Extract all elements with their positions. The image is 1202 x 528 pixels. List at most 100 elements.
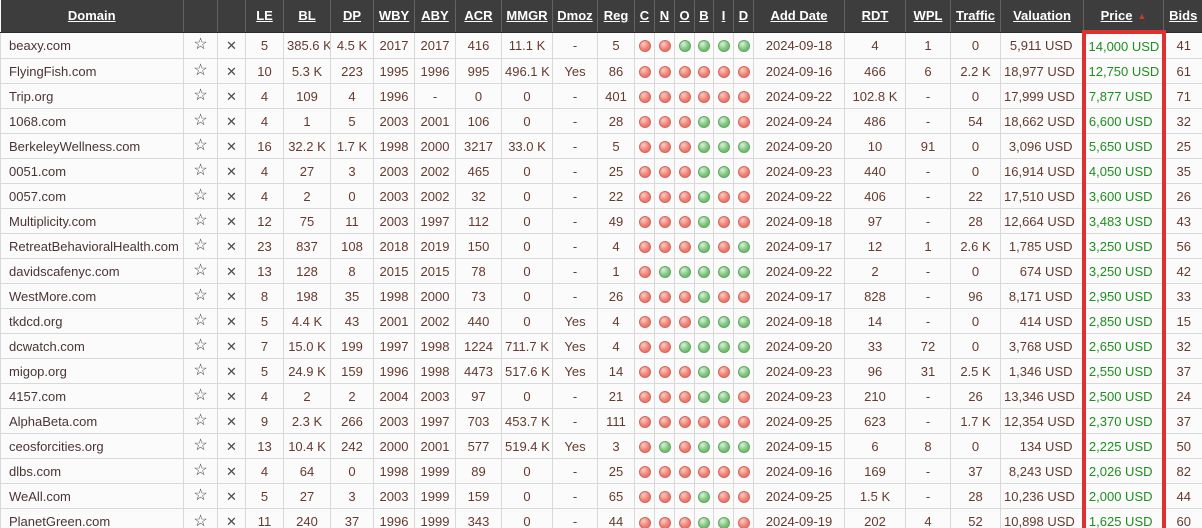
b-flag-cell [694, 283, 714, 309]
remove-icon[interactable]: ✕ [226, 463, 237, 479]
domain-cell[interactable]: tkdcd.org [0, 308, 184, 334]
favorite-star-icon[interactable]: ☆ [193, 362, 208, 379]
header-n[interactable]: N [654, 0, 675, 33]
acr-cell: 0 [455, 83, 502, 109]
mmgr-cell: 11.1 K [501, 31, 553, 59]
domain-cell[interactable]: ceosforcities.org [0, 433, 184, 459]
favorite-star-icon[interactable]: ☆ [193, 137, 208, 154]
domain-cell[interactable]: 0057.com [0, 183, 184, 209]
header-bids[interactable]: Bids [1163, 0, 1202, 33]
header-d[interactable]: D [733, 0, 754, 33]
domain-cell[interactable]: 1068.com [0, 108, 184, 134]
domain-cell[interactable]: dcwatch.com [0, 333, 184, 359]
dp-cell: 3 [330, 483, 374, 509]
header-traffic[interactable]: Traffic [950, 0, 1001, 33]
domain-cell[interactable]: Trip.org [0, 83, 184, 109]
b-flag-cell [694, 308, 714, 334]
header-price[interactable]: Price ▲ [1083, 0, 1164, 33]
rdt-cell: 406 [844, 183, 906, 209]
header-bl[interactable]: BL [283, 0, 331, 33]
o-flag-cell [674, 233, 695, 259]
remove-cell: ✕ [217, 283, 246, 309]
favorite-star-icon[interactable]: ☆ [193, 87, 208, 104]
remove-icon[interactable]: ✕ [226, 113, 237, 129]
remove-icon[interactable]: ✕ [226, 188, 237, 204]
favorite-star-icon[interactable]: ☆ [193, 62, 208, 79]
favorite-star-icon[interactable]: ☆ [193, 437, 208, 454]
header-mmgr[interactable]: MMGR [501, 0, 553, 33]
remove-icon[interactable]: ✕ [226, 363, 237, 379]
favorite-star-icon[interactable]: ☆ [193, 287, 208, 304]
favorite-star-icon[interactable]: ☆ [193, 187, 208, 204]
domain-cell[interactable]: WestMore.com [0, 283, 184, 309]
remove-icon[interactable]: ✕ [226, 263, 237, 279]
dmoz-cell: - [552, 233, 598, 259]
reg-cell: 5 [597, 133, 635, 159]
remove-cell: ✕ [217, 483, 246, 509]
remove-icon[interactable]: ✕ [226, 238, 237, 254]
remove-icon[interactable]: ✕ [226, 163, 237, 179]
remove-icon[interactable]: ✕ [226, 138, 237, 154]
remove-icon[interactable]: ✕ [226, 338, 237, 354]
favorite-star-icon[interactable]: ☆ [193, 487, 208, 504]
header-dp[interactable]: DP [330, 0, 374, 33]
remove-icon[interactable]: ✕ [226, 313, 237, 329]
header-wby[interactable]: WBY [373, 0, 415, 33]
header-dmoz[interactable]: Dmoz [552, 0, 598, 33]
header-acr[interactable]: ACR [455, 0, 502, 33]
favorite-star-icon[interactable]: ☆ [193, 412, 208, 429]
remove-icon[interactable]: ✕ [226, 37, 237, 53]
remove-icon[interactable]: ✕ [226, 63, 237, 79]
remove-icon[interactable]: ✕ [226, 413, 237, 429]
favorite-star-icon[interactable]: ☆ [193, 462, 208, 479]
domain-cell[interactable]: WeAll.com [0, 483, 184, 509]
favorite-star-icon[interactable]: ☆ [193, 162, 208, 179]
domain-cell[interactable]: 4157.com [0, 383, 184, 409]
traffic-cell: 37 [950, 458, 1001, 484]
favorite-star-icon[interactable]: ☆ [193, 36, 208, 54]
c-flag-cell [634, 233, 655, 259]
domain-cell[interactable]: 0051.com [0, 158, 184, 184]
header-o[interactable]: O [674, 0, 695, 33]
domain-cell[interactable]: BerkeleyWellness.com [0, 133, 184, 159]
header-b[interactable]: B [694, 0, 714, 33]
header-le[interactable]: LE [245, 0, 284, 33]
favorite-star-icon[interactable]: ☆ [193, 237, 208, 254]
header-add_date[interactable]: Add Date [753, 0, 845, 33]
remove-icon[interactable]: ✕ [226, 88, 237, 104]
header-valuation[interactable]: Valuation [1000, 0, 1084, 33]
favorite-star-icon[interactable]: ☆ [193, 387, 208, 404]
domain-cell[interactable]: RetreatBehavioralHealth.com [0, 233, 184, 259]
remove-icon[interactable]: ✕ [226, 488, 237, 504]
domain-cell[interactable]: beaxy.com [0, 31, 184, 59]
domain-cell[interactable]: PlanetGreen.com [0, 508, 184, 528]
favorite-star-icon[interactable]: ☆ [193, 112, 208, 129]
domain-cell[interactable]: FlyingFish.com [0, 58, 184, 84]
remove-icon[interactable]: ✕ [226, 388, 237, 404]
header-c[interactable]: C [634, 0, 655, 33]
header-wpl[interactable]: WPL [905, 0, 951, 33]
domain-cell[interactable]: davidscafenyc.com [0, 258, 184, 284]
n-flag-cell [654, 358, 675, 384]
header-i[interactable]: I [713, 0, 734, 33]
domain-cell[interactable]: Multiplicity.com [0, 208, 184, 234]
remove-icon[interactable]: ✕ [226, 213, 237, 229]
domain-cell[interactable]: migop.org [0, 358, 184, 384]
favorite-star-icon[interactable]: ☆ [193, 512, 208, 528]
domain-cell[interactable]: AlphaBeta.com [0, 408, 184, 434]
favorite-star-icon[interactable]: ☆ [193, 312, 208, 329]
domain-cell[interactable]: dlbs.com [0, 458, 184, 484]
favorite-star-icon[interactable]: ☆ [193, 337, 208, 354]
header-reg[interactable]: Reg [597, 0, 635, 33]
header-rdt[interactable]: RDT [844, 0, 906, 33]
remove-icon[interactable]: ✕ [226, 438, 237, 454]
header-aby[interactable]: ABY [414, 0, 456, 33]
i-flag-red-icon [717, 466, 730, 479]
favorite-star-icon[interactable]: ☆ [193, 212, 208, 229]
n-flag-cell [654, 258, 675, 284]
remove-icon[interactable]: ✕ [226, 288, 237, 304]
remove-icon[interactable]: ✕ [226, 514, 237, 528]
le-cell: 16 [245, 133, 284, 159]
favorite-star-icon[interactable]: ☆ [193, 262, 208, 279]
header-domain[interactable]: Domain [0, 0, 184, 33]
